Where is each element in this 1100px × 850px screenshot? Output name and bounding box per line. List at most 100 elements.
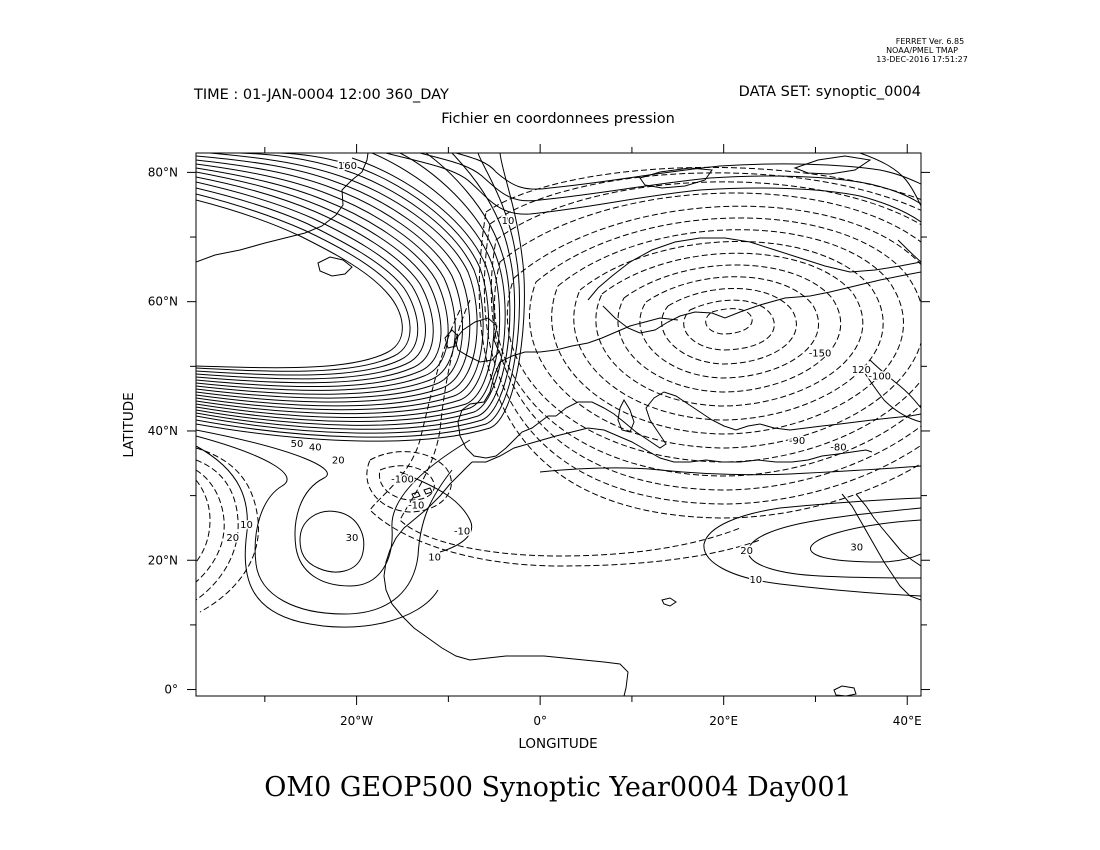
trough-contour: [683, 299, 775, 351]
contour-label: 20: [332, 455, 345, 466]
figure-title: OM0 GEOP500 Synoptic Year0004 Day001: [264, 772, 851, 803]
ridge-contour: [196, 153, 506, 426]
trough-contour: [506, 205, 921, 463]
greenland-coast: [196, 153, 369, 263]
ridge-contour: [196, 429, 471, 587]
ridge-contour: [196, 159, 464, 399]
arabia-coast: [855, 493, 921, 567]
trough-contour: [399, 299, 741, 557]
gulf-of-guinea-island: [661, 597, 677, 607]
contour-label: -10: [454, 526, 470, 537]
x-axis-label: LONGITUDE: [518, 736, 597, 752]
contour-label: 10: [428, 552, 441, 563]
axis-tick-labels: 20°W 0° 20°E 40°E 0° 20°N 40°N 60°N 80°N: [148, 165, 922, 728]
ridge-contour: [196, 153, 478, 407]
plot-subtitle: Fichier en coordonnees pression: [441, 111, 675, 127]
contour-label: 30: [346, 533, 359, 544]
east-contour: [897, 239, 921, 263]
arctic-island-coast: [793, 155, 872, 175]
trough-contour: [196, 479, 211, 563]
trough-contour: [196, 447, 259, 613]
contour-label: 160: [338, 161, 357, 172]
axis-ticks: [187, 144, 930, 705]
x-tick-label: 0°: [533, 714, 547, 728]
x-tick-label: 40°E: [893, 714, 922, 728]
y-tick-label: 80°N: [148, 165, 178, 179]
positive-contours: [196, 153, 921, 628]
ridge-contour: [196, 163, 456, 395]
x-tick-label: 20°E: [709, 714, 738, 728]
saharan-contour: [747, 507, 921, 579]
arctic-contour: [385, 153, 921, 223]
trough-contour: [494, 192, 921, 477]
x-tick-label: 20°W: [340, 714, 373, 728]
ridge-contour: [196, 181, 426, 380]
contour-label: 50: [291, 439, 304, 450]
trough-contour: [551, 229, 904, 435]
y-axis-label: LATITUDE: [121, 392, 137, 457]
mediterranean-north-coast: [555, 391, 921, 449]
trough-contour: [378, 465, 435, 501]
ridge-contour: [196, 445, 439, 628]
ridge-contour: [196, 153, 490, 415]
time-header: TIME : 01-JAN-0004 12:00 360_DAY: [193, 87, 449, 103]
ridge-contour: [196, 167, 449, 391]
ridge-contour: [196, 171, 442, 388]
arctic-contour: [455, 153, 921, 190]
negative-contours: [196, 166, 921, 613]
trough-contour: [573, 241, 884, 421]
ridge-contour: [196, 153, 511, 430]
red-sea-coast: [841, 493, 921, 601]
contour-label: 120: [852, 365, 871, 376]
ridge-contour: [196, 157, 495, 419]
north-africa-coast: [472, 427, 873, 463]
contour-label: 10: [502, 216, 515, 227]
ferret-version: FERRET Ver. 6.85: [896, 37, 964, 46]
subtropical-contour: [399, 471, 472, 553]
contour-label: 10: [240, 520, 253, 531]
ridge-contour: [196, 153, 520, 438]
trough-contour: [595, 252, 864, 407]
ridge-contour: [196, 435, 453, 615]
ridge-contour: [196, 187, 419, 376]
canary-islands: [411, 487, 433, 499]
contour-label: -80: [830, 442, 846, 453]
saharan-contour: [810, 519, 921, 563]
contour-label: -150: [809, 349, 832, 360]
ridge-contour: [196, 176, 434, 384]
plot-frame: [195, 152, 922, 697]
trough-contour: [617, 264, 842, 393]
lake-victoria: [833, 685, 857, 696]
ridge-contour: [196, 193, 411, 372]
europe-west-coast: [499, 317, 679, 363]
trough-contour: [483, 172, 921, 505]
trough-contour: [529, 217, 921, 449]
trough-contour: [366, 451, 452, 513]
dataset-header: DATA SET: synoptic_0004: [739, 84, 921, 100]
trough-contour: [369, 309, 761, 567]
trough-contour: [705, 308, 753, 335]
contour-label: -100: [868, 371, 891, 382]
contour-label: -90: [789, 436, 805, 447]
ridge-contour: [196, 199, 403, 369]
y-tick-label: 0°: [164, 683, 178, 697]
y-tick-label: 20°N: [148, 553, 178, 567]
west-africa-coast: [383, 461, 629, 696]
ferret-org: NOAA/PMEL TMAP: [886, 46, 958, 55]
ridge-contour: [196, 155, 471, 403]
trough-contour: [196, 459, 239, 601]
contour-label: -10: [408, 501, 424, 512]
contour-label: 30: [850, 543, 863, 554]
trough-contour: [490, 181, 921, 491]
contour-label: 10: [749, 575, 762, 586]
y-tick-label: 60°N: [148, 295, 178, 309]
arctic-contour: [419, 153, 921, 205]
trough-contour: [639, 276, 819, 379]
east-contour: [859, 365, 921, 423]
ridge-contour: [196, 153, 516, 434]
contour-label: 20: [740, 546, 753, 557]
trough-contour: [478, 166, 921, 519]
contour-label: -100: [391, 475, 414, 486]
